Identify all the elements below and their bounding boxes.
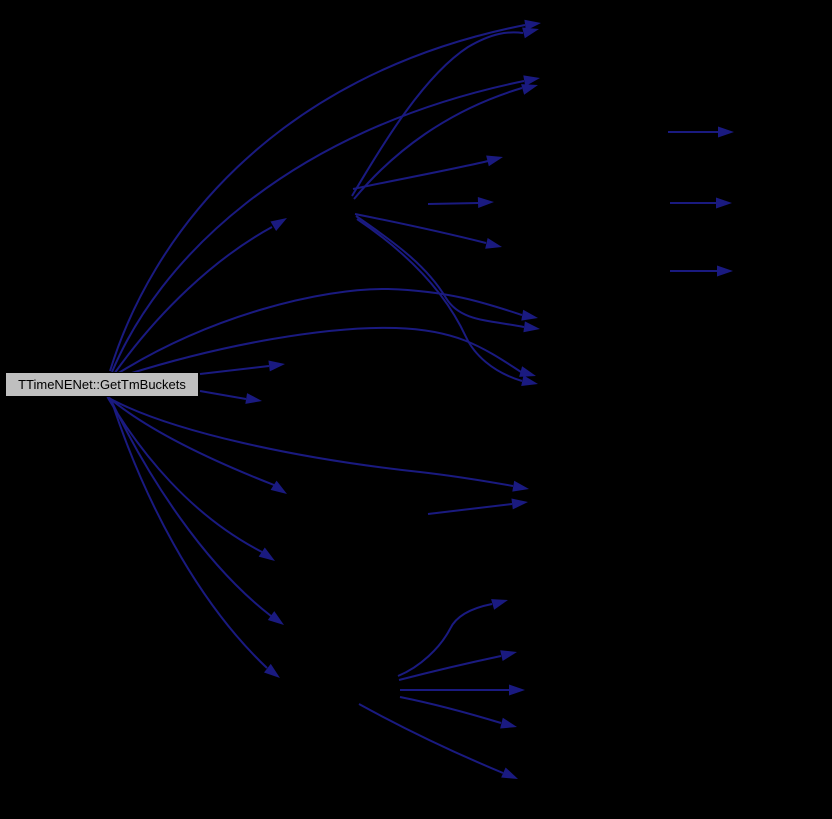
graph-edge bbox=[399, 696, 502, 724]
graph-edge bbox=[353, 87, 523, 200]
graph-edge bbox=[427, 202, 480, 205]
graph-edge-arrowhead bbox=[270, 480, 287, 494]
graph-edge-arrowhead bbox=[270, 218, 287, 231]
graph-edge-arrowhead bbox=[245, 393, 262, 404]
graph-edge bbox=[199, 390, 247, 400]
graph-edge-arrowhead bbox=[521, 309, 538, 321]
graph-edge-arrowhead bbox=[501, 767, 518, 779]
graph-edge bbox=[355, 215, 525, 328]
graph-edge-arrowhead bbox=[718, 126, 734, 138]
graph-edge bbox=[398, 655, 502, 681]
graph-edge-arrowhead bbox=[521, 84, 538, 95]
graph-edge bbox=[110, 398, 268, 669]
graph-edge-arrowhead bbox=[717, 265, 733, 277]
graph-edge bbox=[356, 218, 523, 382]
graph-edge bbox=[107, 396, 275, 486]
graph-edge bbox=[397, 603, 493, 677]
graph-edge-arrowhead bbox=[716, 197, 732, 209]
graph-edge-arrowhead bbox=[524, 19, 541, 31]
graph-edge-arrowhead bbox=[491, 599, 508, 610]
graph-edge-arrowhead bbox=[264, 663, 280, 678]
graph-edge-arrowhead bbox=[267, 611, 284, 625]
graph-root-node: TTimeNENet::GetTmBuckets bbox=[5, 372, 199, 397]
graph-edge bbox=[113, 226, 273, 375]
graph-edge bbox=[109, 24, 526, 372]
graph-edge bbox=[116, 287, 523, 375]
graph-edge bbox=[199, 365, 270, 375]
graph-edge-arrowhead bbox=[521, 375, 538, 387]
graph-edge-arrowhead bbox=[523, 75, 540, 87]
graph-edge bbox=[354, 213, 487, 244]
graph-edge-arrowhead bbox=[477, 197, 494, 209]
graph-edge-arrowhead bbox=[500, 650, 517, 661]
graph-edge-arrowhead bbox=[258, 547, 275, 561]
graph-root-node-label: TTimeNENet::GetTmBuckets bbox=[18, 377, 186, 392]
graph-edge-arrowhead bbox=[485, 238, 502, 249]
graph-edge bbox=[427, 503, 513, 515]
graph-edge-arrowhead bbox=[509, 684, 525, 696]
graph-edge bbox=[358, 703, 504, 774]
graph-edge bbox=[109, 397, 272, 617]
graph-edge bbox=[107, 397, 263, 553]
graph-edge-arrowhead bbox=[523, 321, 540, 333]
graph-edge bbox=[351, 31, 524, 197]
graph-edge-arrowhead bbox=[522, 27, 539, 39]
graph-edge bbox=[352, 160, 489, 190]
graph-edge bbox=[106, 396, 514, 487]
graph-edge-arrowhead bbox=[519, 366, 536, 377]
graph-edge bbox=[118, 326, 522, 378]
graph-edge-arrowhead bbox=[486, 155, 503, 167]
graph-edge-arrowhead bbox=[511, 498, 528, 510]
graph-edge-arrowhead bbox=[500, 717, 517, 729]
graph-edge bbox=[111, 80, 525, 373]
graph-edge-arrowhead bbox=[512, 480, 529, 492]
graph-edge-arrowhead bbox=[268, 360, 285, 372]
